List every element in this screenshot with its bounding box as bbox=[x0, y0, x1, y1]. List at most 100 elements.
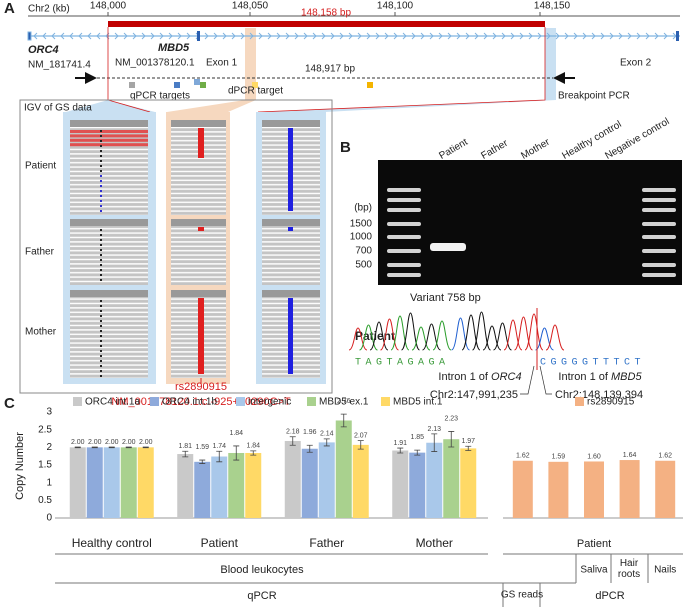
error-bar bbox=[323, 438, 330, 447]
intron-text: Intron 1 of bbox=[438, 371, 488, 383]
gene-direction bbox=[27, 31, 677, 41]
igv-row-label: Patient bbox=[25, 161, 56, 172]
gene-name: MBD5 bbox=[158, 42, 190, 54]
gene-name: ORC4 bbox=[28, 44, 59, 56]
lane-label: Patient bbox=[437, 137, 470, 162]
split bbox=[100, 185, 102, 187]
ladder-band bbox=[642, 273, 676, 277]
peak bbox=[432, 320, 452, 351]
chevron bbox=[69, 32, 74, 40]
split bbox=[100, 305, 102, 307]
value-label: 2.76 bbox=[337, 398, 351, 405]
axis-tick-label: 148,150 bbox=[534, 1, 571, 12]
variant-allele bbox=[288, 298, 293, 374]
coverage bbox=[70, 219, 148, 226]
dpcr-label: dPCR target bbox=[228, 86, 283, 97]
peak bbox=[461, 314, 481, 351]
coverage bbox=[70, 120, 148, 127]
read-area bbox=[70, 290, 148, 378]
ladder-unit: (bp) bbox=[354, 203, 372, 214]
deletion-size: 148,158 bp bbox=[301, 8, 351, 19]
breakpoint-label: Breakpoint PCR bbox=[558, 91, 630, 102]
bar bbox=[409, 452, 426, 518]
x-tick-label: Mother bbox=[416, 536, 453, 550]
chevron bbox=[33, 32, 38, 40]
legend-swatch bbox=[150, 397, 159, 406]
split bbox=[100, 350, 102, 352]
split bbox=[100, 229, 102, 231]
chevron bbox=[627, 32, 632, 40]
panel-label: B bbox=[340, 139, 351, 156]
error-bar bbox=[233, 445, 240, 461]
legend-swatch bbox=[73, 397, 82, 406]
error-bar bbox=[306, 444, 313, 453]
chevron bbox=[528, 32, 533, 40]
value-label: 1.74 bbox=[212, 443, 226, 450]
split bbox=[100, 160, 102, 162]
bar bbox=[426, 442, 443, 518]
chevron bbox=[204, 32, 209, 40]
peak bbox=[524, 313, 544, 351]
x-tick-label: Father bbox=[309, 536, 344, 550]
error-bar bbox=[397, 447, 404, 454]
bar bbox=[335, 420, 352, 518]
value-label: 1.64 bbox=[623, 452, 637, 459]
split bbox=[100, 195, 102, 197]
exon-2 bbox=[676, 31, 679, 41]
chevron bbox=[645, 32, 650, 40]
peak bbox=[422, 323, 441, 351]
coverage bbox=[70, 290, 148, 297]
legend-label: ORC4 int.1b bbox=[162, 397, 217, 408]
chevron bbox=[384, 32, 389, 40]
chevron bbox=[402, 32, 407, 40]
value-label: 2.00 bbox=[105, 439, 119, 446]
split bbox=[100, 135, 102, 137]
peak bbox=[390, 315, 410, 351]
bar bbox=[318, 442, 335, 518]
split bbox=[100, 279, 102, 281]
ladder-band bbox=[387, 249, 421, 253]
legend-swatch bbox=[236, 397, 245, 406]
split bbox=[100, 340, 102, 342]
error-bar bbox=[199, 459, 206, 464]
y-tick-label: 2.5 bbox=[38, 424, 52, 435]
axis-tick-label: 148,050 bbox=[232, 1, 269, 12]
bar bbox=[86, 447, 103, 518]
value-label: 2.18 bbox=[286, 429, 300, 436]
chevron bbox=[501, 32, 506, 40]
legend-swatch bbox=[381, 397, 390, 406]
ladder-band bbox=[387, 235, 421, 239]
split bbox=[100, 345, 102, 347]
igv-row-label: Father bbox=[25, 247, 55, 258]
y-tick-label: 0 bbox=[46, 513, 52, 524]
clipped-read bbox=[70, 130, 148, 133]
value-label: 1.59 bbox=[195, 444, 209, 451]
axis-tick-label: 148,000 bbox=[90, 1, 127, 12]
legend-label: MBD5 int.1 bbox=[393, 397, 443, 408]
split bbox=[100, 150, 102, 152]
breakpoint-band bbox=[258, 28, 556, 112]
peak bbox=[503, 319, 523, 351]
bar bbox=[69, 447, 86, 518]
igv-box bbox=[19, 99, 333, 394]
chevron bbox=[375, 32, 380, 40]
chevron bbox=[609, 32, 614, 40]
y-tick-label: 0.5 bbox=[38, 495, 52, 506]
split bbox=[100, 155, 102, 157]
variant-allele bbox=[198, 227, 204, 231]
chevron bbox=[519, 32, 524, 40]
axis-tick-label: 148,100 bbox=[377, 1, 414, 12]
ladder-band bbox=[387, 263, 421, 267]
leader bbox=[539, 365, 552, 395]
coverage bbox=[171, 120, 226, 127]
split bbox=[100, 274, 102, 276]
intron-text: Intron 1 of bbox=[558, 371, 608, 383]
split bbox=[100, 335, 102, 337]
peak bbox=[482, 325, 502, 351]
chevron bbox=[591, 32, 596, 40]
exon-label: Exon 2 bbox=[620, 58, 652, 69]
legend-label: intergenic bbox=[248, 397, 291, 408]
value-label: 1.62 bbox=[516, 453, 530, 460]
split bbox=[100, 145, 102, 147]
qpcr-label: qPCR targets bbox=[130, 91, 190, 102]
